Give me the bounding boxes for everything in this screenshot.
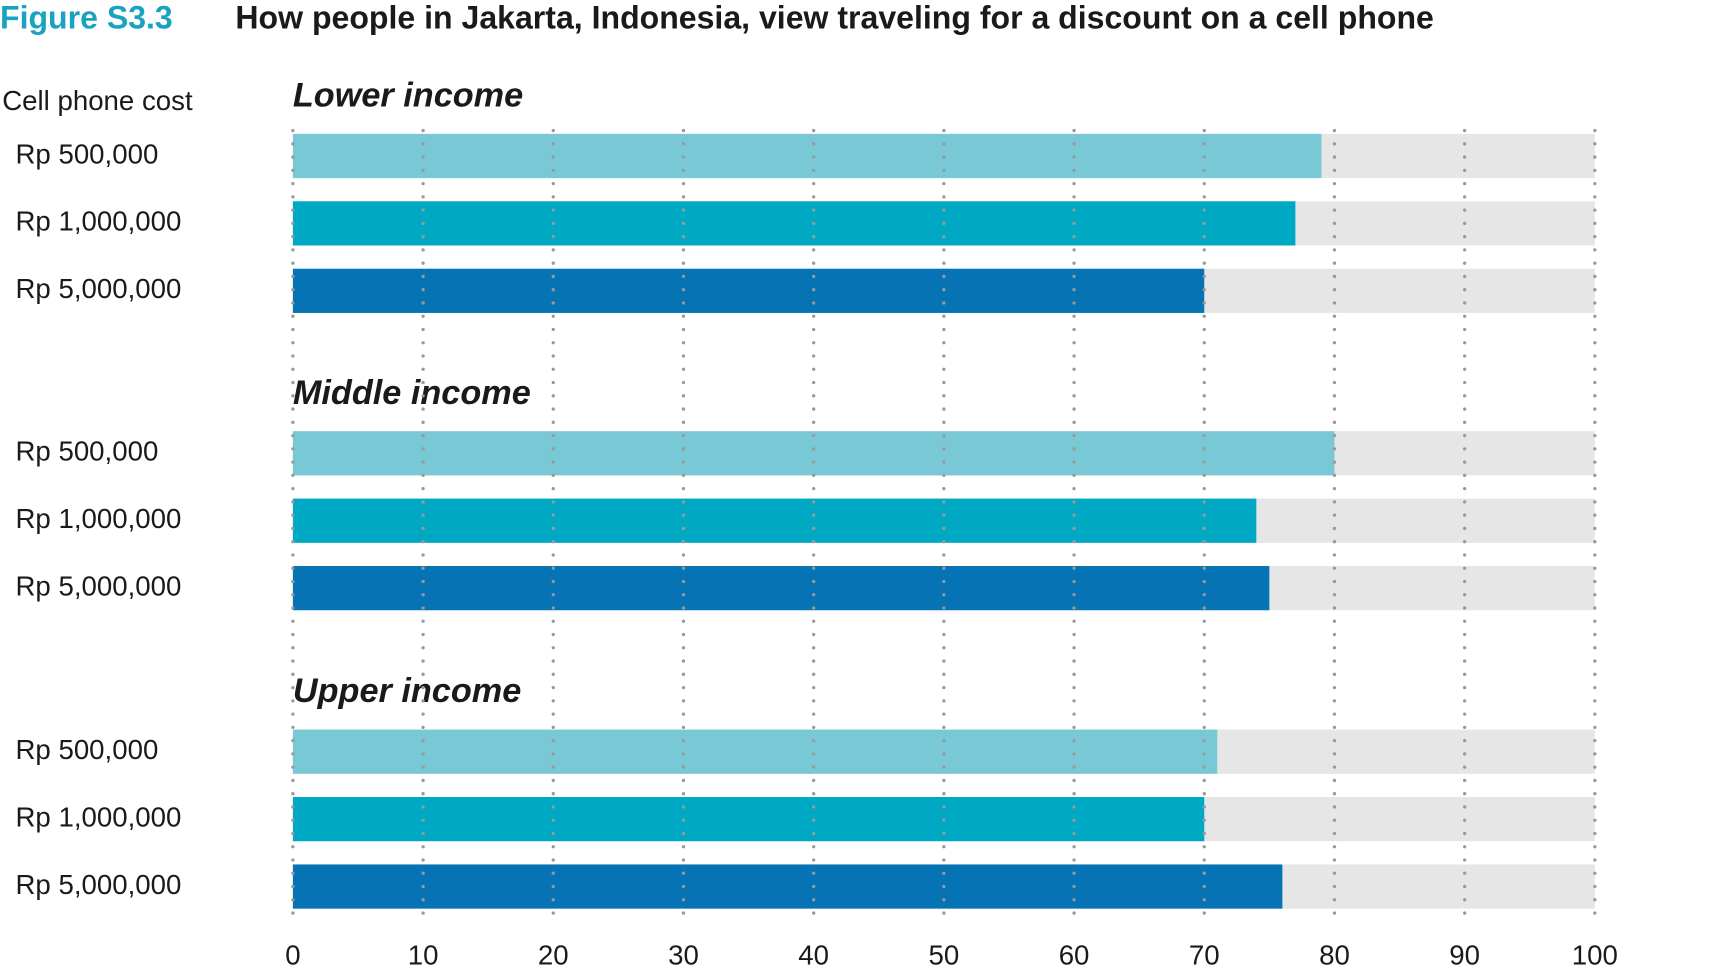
y-axis-label: Cell phone cost xyxy=(2,85,193,116)
y-tick-label: Rp 5,000,000 xyxy=(15,273,181,304)
x-tick-label: 60 xyxy=(1059,940,1090,971)
y-tick-label: Rp 500,000 xyxy=(15,734,158,765)
bar xyxy=(292,201,1296,246)
figure-label: Figure S3.3 xyxy=(0,0,173,36)
group-title: Lower income xyxy=(293,76,523,114)
x-tick-label: 20 xyxy=(538,940,569,971)
y-tick-label: Rp 1,000,000 xyxy=(15,503,181,534)
x-tick-label: 80 xyxy=(1319,940,1350,971)
bar xyxy=(292,133,1322,179)
bar xyxy=(292,268,1205,313)
chart-title: How people in Jakarta, Indonesia, view t… xyxy=(235,0,1433,36)
y-tick-label: Rp 5,000,000 xyxy=(15,570,181,601)
group-title: Middle income xyxy=(293,374,531,412)
group-title: Upper income xyxy=(293,672,521,710)
bar xyxy=(292,498,1257,543)
bar xyxy=(292,797,1205,842)
x-tick-label: 40 xyxy=(798,940,829,971)
bar xyxy=(292,431,1335,476)
x-tick-label: 100 xyxy=(1572,940,1618,971)
x-tick-label: 10 xyxy=(408,940,439,971)
y-tick-label: Rp 500,000 xyxy=(15,138,158,169)
x-tick-label: 70 xyxy=(1189,940,1220,971)
y-tick-label: Rp 500,000 xyxy=(15,436,158,467)
x-tick-label: 0 xyxy=(285,940,300,971)
y-tick-label: Rp 1,000,000 xyxy=(15,801,181,832)
bar xyxy=(292,566,1270,611)
y-tick-label: Rp 1,000,000 xyxy=(15,206,181,237)
y-tick-label: Rp 5,000,000 xyxy=(15,869,181,900)
x-tick-label: 90 xyxy=(1449,940,1480,971)
x-tick-label: 30 xyxy=(668,940,699,971)
x-tick-label: 50 xyxy=(928,940,959,971)
bar xyxy=(292,729,1218,774)
bar xyxy=(292,864,1283,909)
